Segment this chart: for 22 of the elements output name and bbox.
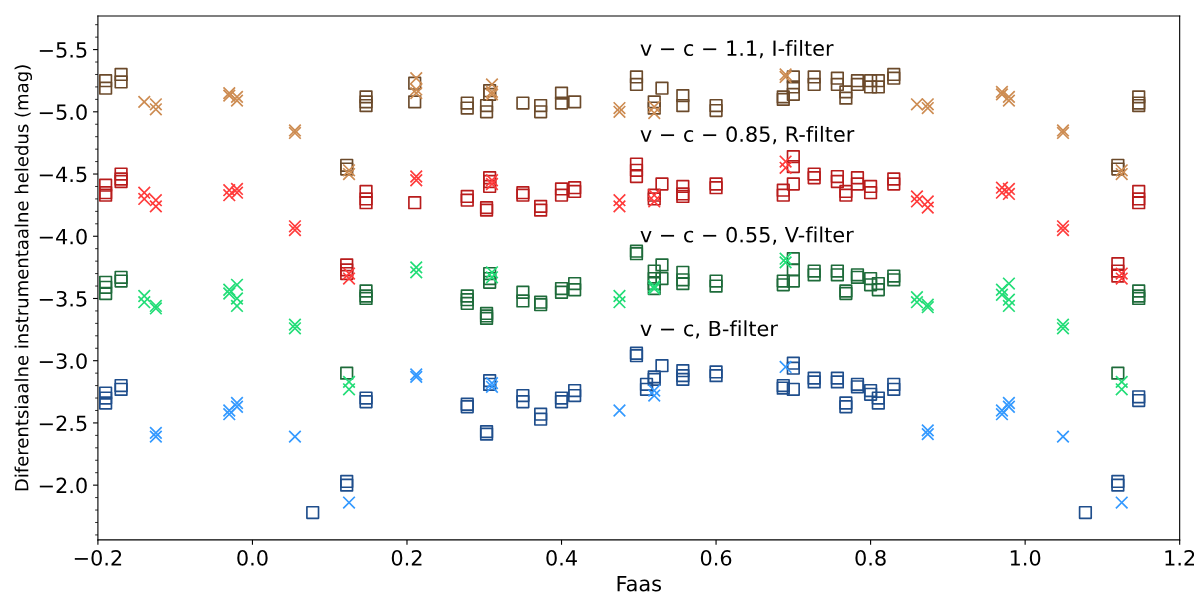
y-tick-label: −3.0 — [39, 353, 87, 369]
annotation: v − c, B-filter — [640, 320, 778, 339]
x-axis-title: Faas — [617, 575, 662, 592]
y-tick-label: −5.5 — [39, 42, 87, 58]
x-tick-label: 1.2 — [1165, 549, 1194, 566]
y-tick-label: −4.0 — [39, 228, 87, 245]
x-tick-label: 1.0 — [1010, 549, 1041, 566]
y-tick-label: −3.5 — [39, 290, 87, 307]
annotation: v − c − 0.55, V-filter — [640, 226, 854, 245]
x-tick-label: 0.0 — [237, 549, 268, 566]
annotation: v − c − 1.1, I-filter — [640, 39, 834, 59]
y-tick-label: −5.0 — [39, 104, 87, 121]
x-tick-label: 0.8 — [855, 549, 886, 566]
y-axis-title: Diferentsiaalne instrumentaalne heledus (mag) — [14, 65, 33, 491]
x-tick-label: 0.2 — [391, 549, 422, 566]
y-tick-label: −4.5 — [39, 166, 87, 183]
annotation: v − c − 0.85, R-filter — [640, 125, 855, 145]
x-tick-label: 0.4 — [546, 549, 577, 566]
y-tick-label: −2.0 — [39, 477, 87, 494]
x-tick-label: −0.2 — [74, 549, 122, 566]
x-tick-label: 0.6 — [700, 549, 732, 566]
y-tick-label: −2.5 — [39, 415, 87, 432]
